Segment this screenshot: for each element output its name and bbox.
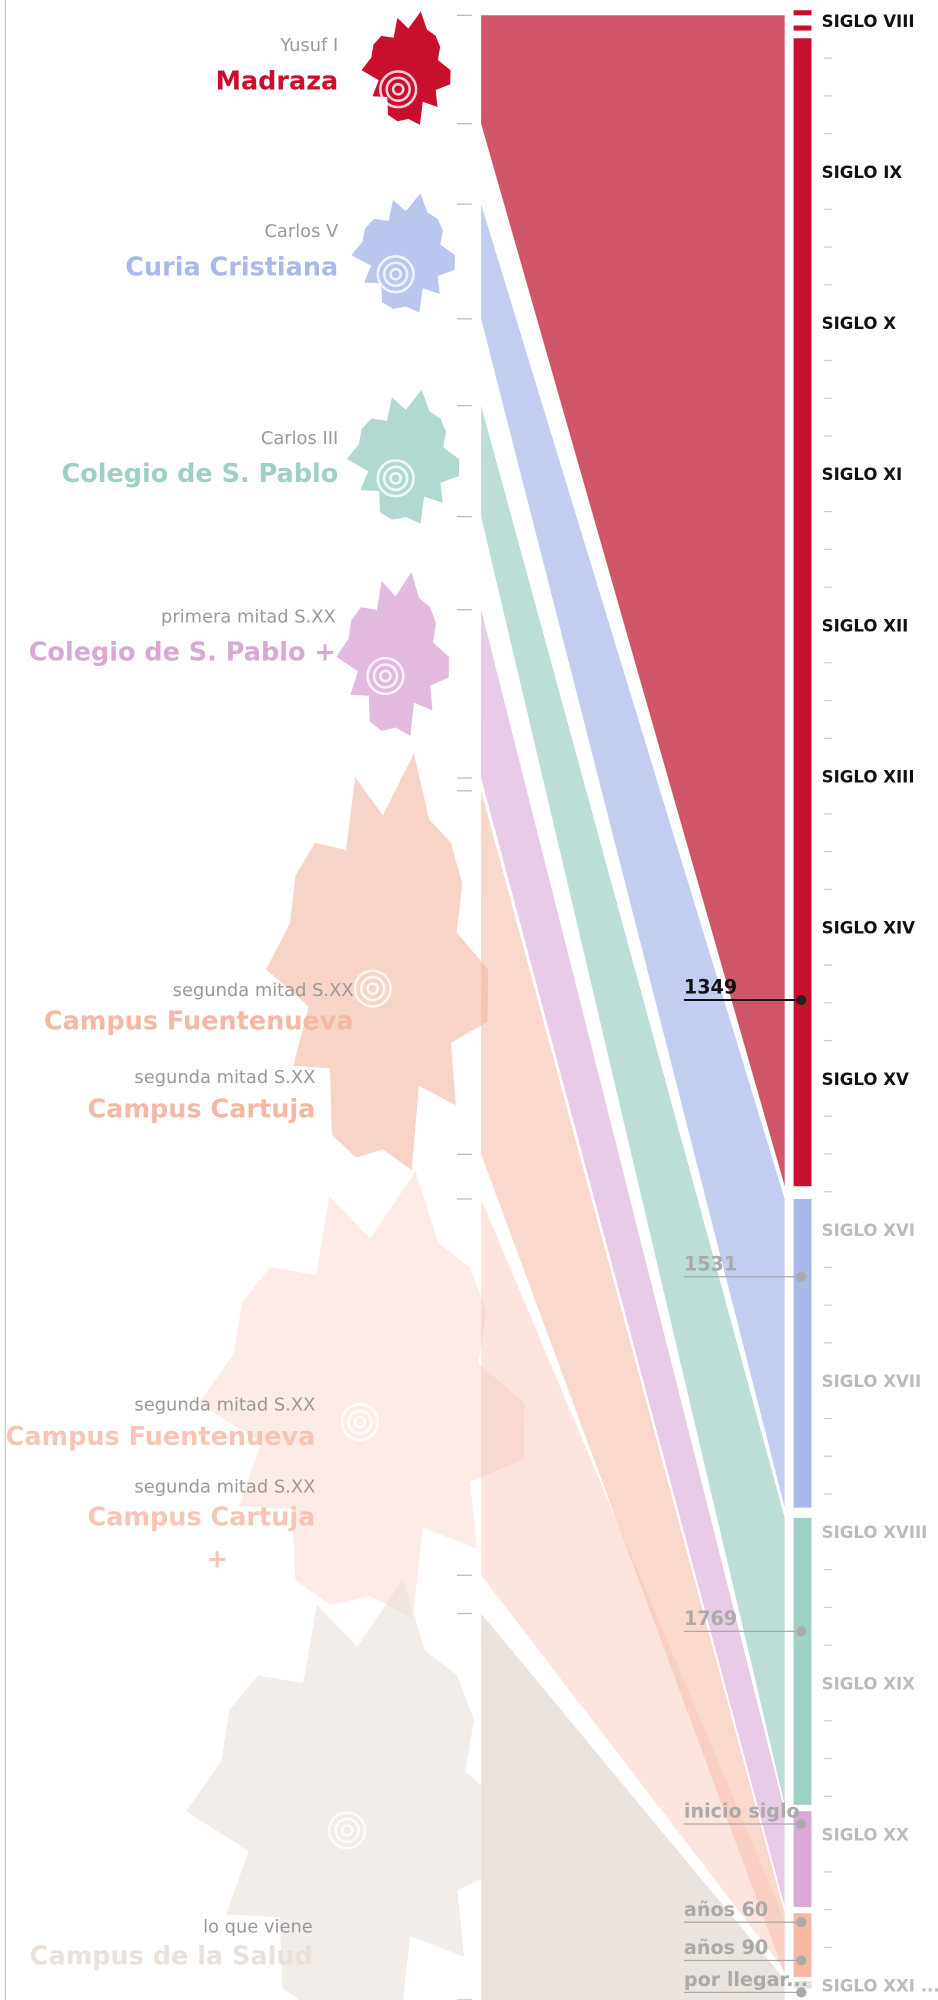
century-label: SIGLO XII (822, 616, 909, 635)
entry-subtitle: segunda mitad S.XX (173, 980, 354, 1001)
map-shape (185, 1579, 512, 2000)
entry-title: Curia Cristiana (125, 253, 338, 283)
location-ring (353, 969, 392, 1008)
century-label: SIGLO X (822, 314, 897, 333)
location-ring (379, 669, 392, 683)
marker-dot (796, 994, 807, 1006)
fan-band (481, 204, 785, 1508)
century-label: SIGLO XI (822, 465, 903, 484)
marker-dot (796, 1626, 807, 1637)
entry-subtitle: segunda mitad S.XX (134, 1476, 315, 1497)
entry-subtitle: primera mitad S.XX (161, 606, 336, 627)
entry-title: Colegio de S. Pablo (62, 459, 339, 489)
fan-band (481, 609, 785, 1907)
location-ring (353, 1415, 367, 1429)
map-shape (336, 571, 449, 736)
entry-title: Campus Cartuja (88, 1503, 316, 1533)
century-label: SIGLO XVI (822, 1221, 915, 1240)
location-ring (340, 1823, 354, 1837)
timeline-segment (793, 1980, 812, 1989)
map-shape (266, 753, 489, 1171)
year-marker: años 90 (684, 1936, 768, 1959)
location-ring (334, 1817, 360, 1844)
map-shape (351, 193, 455, 313)
century-label: SIGLO XXI ... (822, 1977, 938, 1996)
location-ring (366, 656, 405, 696)
century-label: SIGLO XX (822, 1826, 909, 1845)
entry-subtitle: Carlos III (261, 428, 338, 449)
year-marker: 1531 (684, 1252, 737, 1275)
location-ring (379, 70, 418, 109)
century-label: SIGLO IX (822, 163, 903, 182)
year-marker: por llegar... (684, 1968, 808, 1991)
century-label: SIGLO XIX (822, 1674, 916, 1693)
location-ring (347, 1409, 373, 1435)
marker-dot (796, 1271, 807, 1282)
entry-subtitle: segunda mitad S.XX (134, 1067, 315, 1088)
century-label: SIGLO XIII (822, 768, 915, 787)
timeline-segment (793, 38, 812, 1187)
map-shape (361, 11, 451, 125)
timeline-segment (793, 25, 812, 31)
location-ring (389, 267, 403, 281)
entry-subtitle: lo que viene (203, 1916, 313, 1937)
century-label: SIGLO XIV (822, 919, 916, 938)
location-ring (389, 471, 403, 485)
location-ring (372, 663, 399, 689)
timeline-segment (793, 10, 812, 16)
fan-band (481, 790, 785, 1975)
century-label: SIGLO XVIII (822, 1523, 928, 1542)
century-label: SIGLO XV (822, 1070, 909, 1089)
year-marker: inicio siglo (684, 1800, 800, 1823)
year-marker: años 60 (684, 1898, 768, 1921)
marker-dot (796, 1917, 807, 1928)
fan-band (481, 405, 785, 1805)
fan-band (481, 15, 785, 1187)
timeline-segment (793, 1198, 812, 1508)
map-shape (198, 1171, 525, 1619)
year-marker: 1349 (684, 976, 737, 999)
entry-title: Campus Fuentenueva (44, 1006, 354, 1036)
location-ring (340, 1403, 380, 1442)
entry-subtitle: segunda mitad S.XX (134, 1395, 315, 1416)
marker-dot (796, 1818, 807, 1830)
entry-title: Colegio de S. Pablo + (29, 638, 336, 668)
location-ring (391, 82, 405, 96)
entry-subtitle: Yusuf I (279, 35, 338, 56)
fan-band (481, 1613, 785, 2000)
entry-title: Campus de la Salud (30, 1941, 313, 1971)
entry-subtitle: Carlos V (264, 221, 339, 242)
century-label: SIGLO XVII (822, 1372, 922, 1391)
location-ring (385, 76, 411, 103)
year-marker: 1769 (684, 1607, 737, 1630)
location-ring (366, 982, 380, 995)
location-ring (376, 255, 415, 294)
location-ring (376, 459, 415, 498)
timeline-segment (793, 1517, 812, 1805)
entry-suffix: + (206, 1545, 227, 1575)
timeline-segment (793, 1811, 812, 1907)
location-ring (359, 975, 386, 1002)
marker-dot (796, 1955, 807, 1966)
entry-title: Madraza (216, 66, 339, 96)
map-shape (346, 389, 460, 524)
entry-title: Campus Fuentenueva (6, 1422, 316, 1452)
marker-dot (796, 1987, 807, 1998)
location-ring (382, 261, 409, 287)
fan-band (481, 1198, 785, 1971)
entry-title: Campus Cartuja (88, 1094, 316, 1124)
location-ring (328, 1811, 367, 1850)
location-ring (382, 465, 409, 492)
century-label: SIGLO VIII (822, 12, 915, 31)
